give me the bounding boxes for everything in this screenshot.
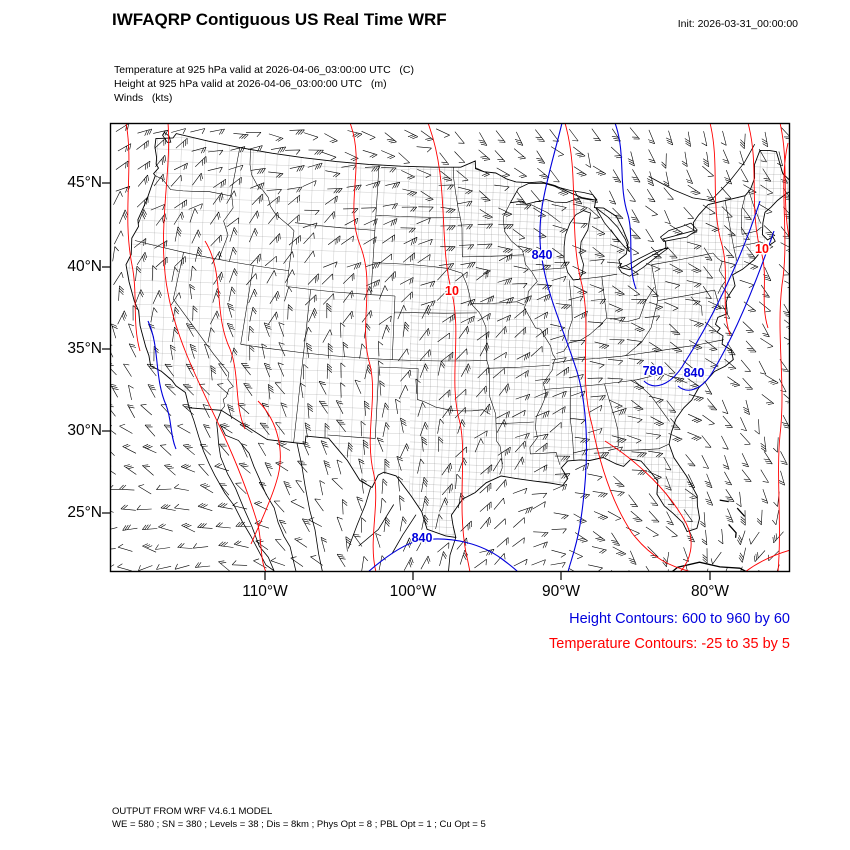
subtitle-temperature: Temperature at 925 hPa valid at 2026-04-…: [114, 64, 415, 76]
height-legend: Height Contours: 600 to 960 by 60: [569, 611, 790, 627]
svg-text:10: 10: [445, 284, 459, 298]
x-axis-label: 100°W: [389, 583, 437, 600]
y-axis-label: 40°N: [67, 258, 102, 275]
y-axis-label: 45°N: [67, 174, 102, 191]
x-axis-label: 90°W: [541, 583, 581, 600]
y-axis-label: 25°N: [67, 504, 102, 521]
svg-text:780: 780: [643, 364, 664, 378]
svg-text:10: 10: [755, 242, 769, 256]
subtitle-winds: Winds (kts): [114, 92, 173, 104]
y-axis-label: 30°N: [67, 422, 102, 439]
svg-text:840: 840: [532, 248, 553, 262]
footer-model-line: OUTPUT FROM WRF V4.6.1 MODEL: [112, 806, 273, 817]
x-axis-label: 80°W: [690, 583, 730, 600]
y-axis-label: 35°N: [67, 340, 102, 357]
footer-config-line: WE = 580 ; SN = 380 ; Levels = 38 ; Dis …: [112, 819, 486, 830]
page-title: IWFAQRP Contiguous US Real Time WRF: [112, 10, 447, 29]
svg-text:840: 840: [412, 531, 433, 545]
subtitle-height: Height at 925 hPa valid at 2026-04-06_03…: [114, 78, 387, 90]
x-axis-label: 110°W: [242, 583, 288, 600]
temperature-legend: Temperature Contours: -25 to 35 by 5: [549, 636, 790, 652]
map-plot-area: 840 10 780 840 840 10: [102, 122, 791, 580]
svg-text:840: 840: [684, 366, 705, 380]
wrf-map: 840 10 780 840 840 10: [102, 122, 791, 580]
init-time-label: Init: 2026-03-31_00:00:00: [677, 18, 798, 30]
